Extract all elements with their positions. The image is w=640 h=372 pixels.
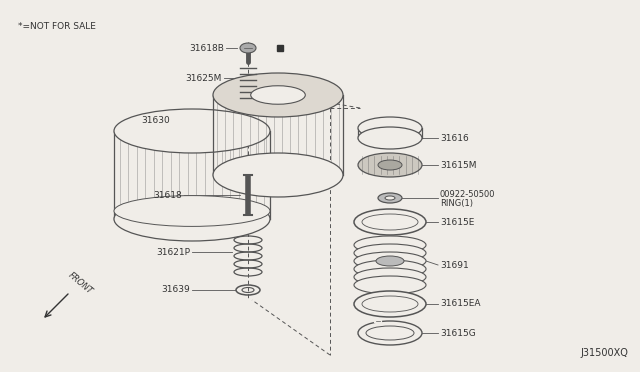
Text: 31630: 31630 xyxy=(141,115,170,125)
Text: 31625M: 31625M xyxy=(186,74,222,83)
Ellipse shape xyxy=(376,256,404,266)
Text: 31691: 31691 xyxy=(440,260,468,269)
Text: 31615EA: 31615EA xyxy=(440,299,481,308)
Text: J31500XQ: J31500XQ xyxy=(580,348,628,358)
Ellipse shape xyxy=(354,276,426,294)
Ellipse shape xyxy=(354,268,426,286)
Ellipse shape xyxy=(114,197,270,241)
Ellipse shape xyxy=(354,236,426,254)
Ellipse shape xyxy=(385,196,395,200)
Ellipse shape xyxy=(378,193,402,203)
Ellipse shape xyxy=(354,244,426,262)
Text: 00922-50500: 00922-50500 xyxy=(440,189,495,199)
Ellipse shape xyxy=(358,153,422,177)
Text: 31615G: 31615G xyxy=(440,328,476,337)
Ellipse shape xyxy=(358,127,422,149)
Ellipse shape xyxy=(366,326,414,340)
Ellipse shape xyxy=(114,196,270,227)
Text: RING(1): RING(1) xyxy=(440,199,473,208)
Text: 31621P: 31621P xyxy=(156,247,190,257)
Text: 31639: 31639 xyxy=(161,285,190,295)
Text: 31618: 31618 xyxy=(153,190,182,199)
Text: 31618B: 31618B xyxy=(189,44,224,52)
Text: 31615M: 31615M xyxy=(440,160,477,170)
Ellipse shape xyxy=(358,321,422,345)
Ellipse shape xyxy=(354,209,426,235)
Ellipse shape xyxy=(354,252,426,270)
Ellipse shape xyxy=(378,160,402,170)
Ellipse shape xyxy=(240,43,256,53)
Text: FRONT: FRONT xyxy=(66,270,94,296)
Text: 31615E: 31615E xyxy=(440,218,474,227)
Ellipse shape xyxy=(362,296,418,312)
Ellipse shape xyxy=(213,73,343,117)
Text: *=NOT FOR SALE: *=NOT FOR SALE xyxy=(18,22,96,31)
Ellipse shape xyxy=(354,291,426,317)
Ellipse shape xyxy=(358,117,422,139)
Text: 31616: 31616 xyxy=(440,134,468,142)
Ellipse shape xyxy=(354,260,426,278)
Ellipse shape xyxy=(114,109,270,153)
Ellipse shape xyxy=(362,214,418,230)
Ellipse shape xyxy=(251,86,305,104)
Ellipse shape xyxy=(213,153,343,197)
